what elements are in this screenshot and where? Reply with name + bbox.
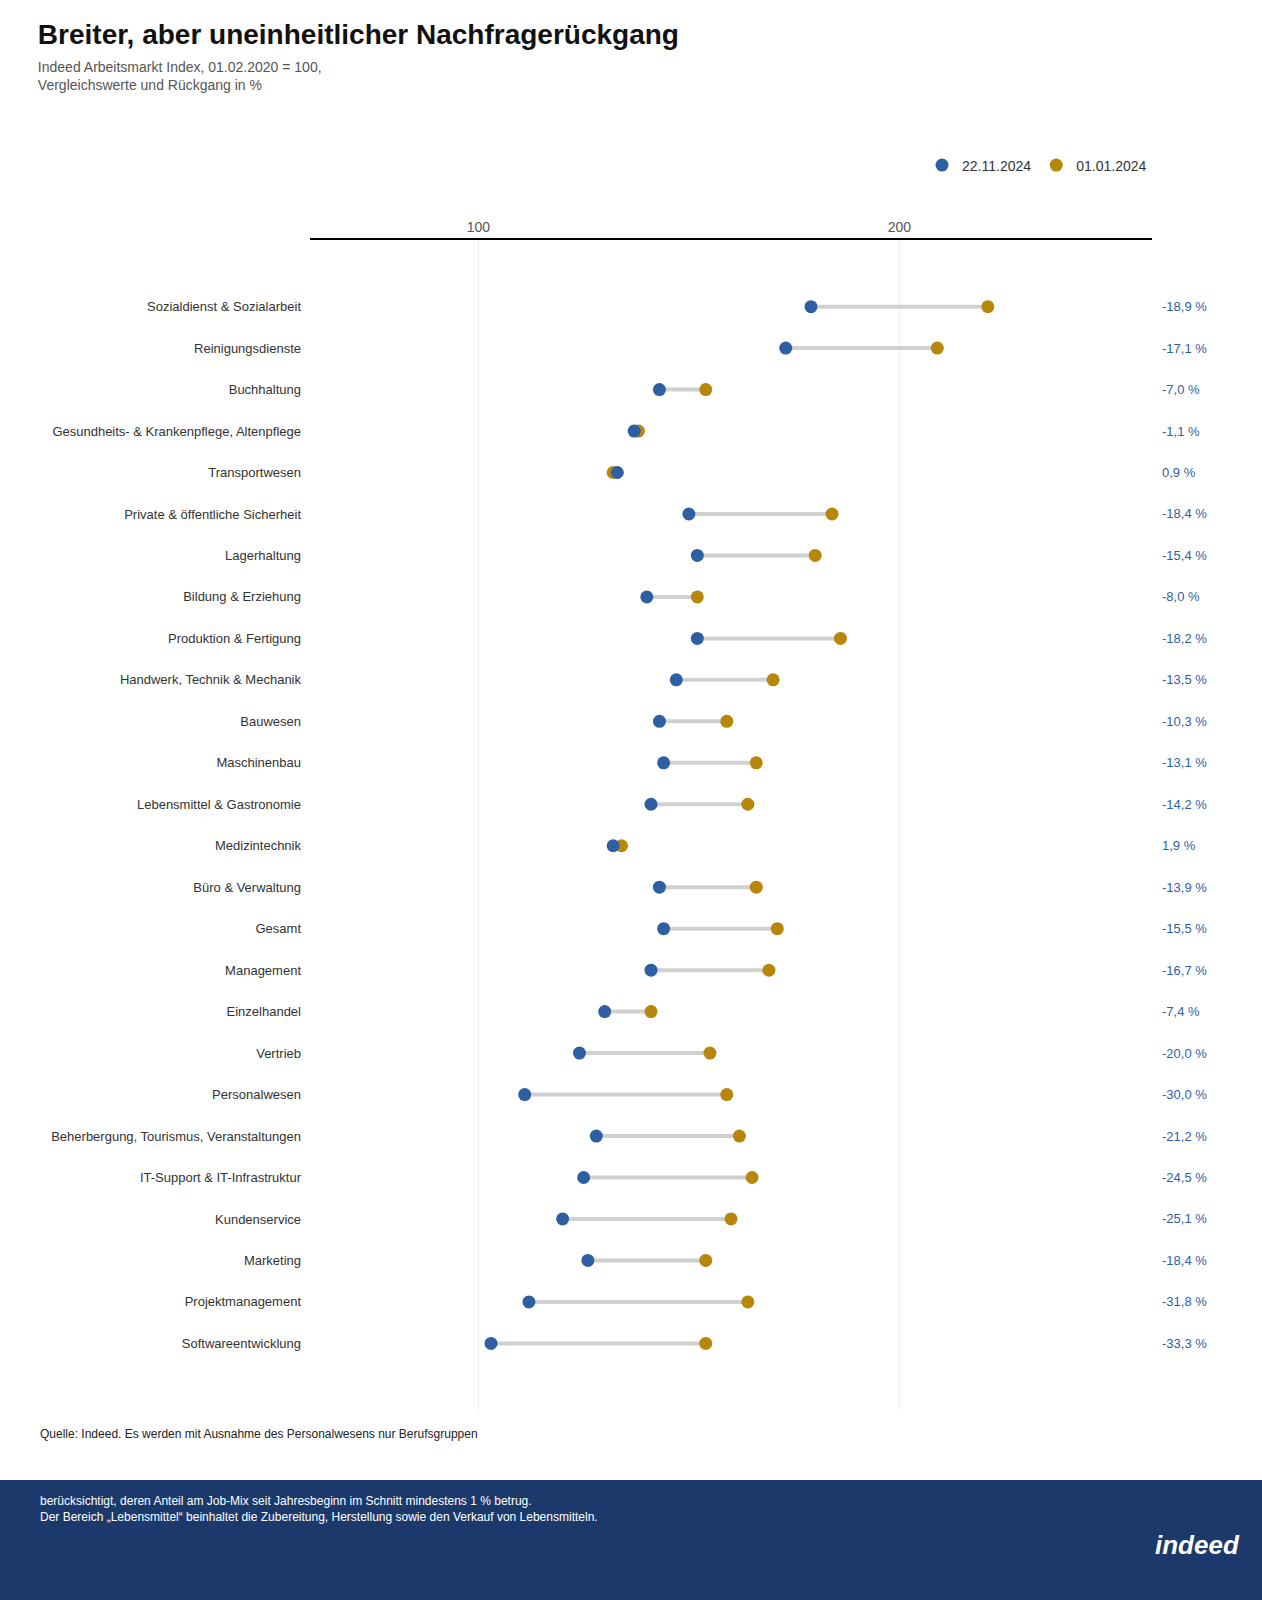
- svg-text:-1,1 %: -1,1 %: [1162, 424, 1200, 439]
- svg-text:Lagerhaltung: Lagerhaltung: [225, 548, 301, 563]
- svg-text:-18,9 %: -18,9 %: [1162, 299, 1207, 314]
- svg-text:Vertrieb: Vertrieb: [256, 1046, 301, 1061]
- svg-text:-24,5 %: -24,5 %: [1162, 1170, 1207, 1185]
- svg-text:Transportwesen: Transportwesen: [208, 465, 301, 480]
- svg-text:-21,2 %: -21,2 %: [1162, 1129, 1207, 1144]
- svg-text:Private & öffentliche Sicherhe: Private & öffentliche Sicherheit: [124, 507, 301, 522]
- svg-text:-25,1 %: -25,1 %: [1162, 1211, 1207, 1226]
- svg-text:Handwerk, Technik & Mechanik: Handwerk, Technik & Mechanik: [120, 672, 302, 687]
- svg-text:-14,2 %: -14,2 %: [1162, 797, 1207, 812]
- svg-text:-18,4 %: -18,4 %: [1162, 506, 1207, 521]
- svg-text:100: 100: [467, 219, 491, 235]
- svg-text:-13,5 %: -13,5 %: [1162, 672, 1207, 687]
- svg-text:-18,2 %: -18,2 %: [1162, 631, 1207, 646]
- svg-text:0,9 %: 0,9 %: [1162, 465, 1196, 480]
- svg-text:Medizintechnik: Medizintechnik: [215, 838, 301, 853]
- svg-text:Gesamt: Gesamt: [255, 921, 301, 936]
- svg-text:Lebensmittel & Gastronomie: Lebensmittel & Gastronomie: [137, 797, 301, 812]
- svg-text:Softwareentwicklung: Softwareentwicklung: [182, 1336, 301, 1351]
- svg-text:Indeed Arbeitsmarkt Index, 01.: Indeed Arbeitsmarkt Index, 01.02.2020 = …: [38, 59, 322, 93]
- svg-text:-7,4 %: -7,4 %: [1162, 1004, 1200, 1019]
- svg-text:berücksichtigt, deren Anteil a: berücksichtigt, deren Anteil am Job-Mix …: [40, 1494, 598, 1524]
- svg-text:-13,9 %: -13,9 %: [1162, 880, 1207, 895]
- svg-text:Buchhaltung: Buchhaltung: [229, 382, 301, 397]
- svg-text:Reinigungsdienste: Reinigungsdienste: [194, 341, 301, 356]
- svg-text:Sozialdienst & Sozialarbeit: Sozialdienst & Sozialarbeit: [147, 299, 301, 314]
- svg-text:1,9 %: 1,9 %: [1162, 838, 1196, 853]
- svg-text:Büro & Verwaltung: Büro & Verwaltung: [193, 880, 301, 895]
- svg-text:-20,0 %: -20,0 %: [1162, 1046, 1207, 1061]
- svg-text:-13,1 %: -13,1 %: [1162, 755, 1207, 770]
- svg-text:-33,3 %: -33,3 %: [1162, 1336, 1207, 1351]
- svg-text:Beherbergung, Tourismus, Veran: Beherbergung, Tourismus, Veranstaltungen: [51, 1129, 301, 1144]
- svg-text:-17,1 %: -17,1 %: [1162, 341, 1207, 356]
- svg-text:Quelle: Indeed. Es werden mit: Quelle: Indeed. Es werden mit Ausnahme d…: [40, 1427, 478, 1441]
- svg-text:Maschinenbau: Maschinenbau: [216, 755, 301, 770]
- svg-text:-10,3 %: -10,3 %: [1162, 714, 1207, 729]
- svg-text:Bildung & Erziehung: Bildung & Erziehung: [183, 589, 301, 604]
- svg-text:Personalwesen: Personalwesen: [212, 1087, 301, 1102]
- svg-text:-8,0 %: -8,0 %: [1162, 589, 1200, 604]
- svg-text:01.01.2024: 01.01.2024: [1076, 158, 1146, 174]
- svg-text:22.11.2024: 22.11.2024: [962, 158, 1031, 174]
- svg-text:-16,7 %: -16,7 %: [1162, 963, 1207, 978]
- svg-text:Einzelhandel: Einzelhandel: [227, 1004, 302, 1019]
- svg-text:Projektmanagement: Projektmanagement: [185, 1294, 302, 1309]
- svg-text:-7,0 %: -7,0 %: [1162, 382, 1200, 397]
- svg-text:-31,8 %: -31,8 %: [1162, 1294, 1207, 1309]
- svg-text:Bauwesen: Bauwesen: [240, 714, 301, 729]
- svg-text:Management: Management: [225, 963, 301, 978]
- svg-text:-15,4 %: -15,4 %: [1162, 548, 1207, 563]
- svg-text:-18,4 %: -18,4 %: [1162, 1253, 1207, 1268]
- svg-text:200: 200: [888, 219, 912, 235]
- svg-text:Kundenservice: Kundenservice: [215, 1212, 301, 1227]
- svg-text:-15,5 %: -15,5 %: [1162, 921, 1207, 936]
- svg-text:-30,0 %: -30,0 %: [1162, 1087, 1207, 1102]
- svg-text:indeed: indeed: [1155, 1530, 1240, 1560]
- svg-text:IT-Support & IT-Infrastruktur: IT-Support & IT-Infrastruktur: [140, 1170, 302, 1185]
- svg-text:Marketing: Marketing: [244, 1253, 301, 1268]
- svg-text:Breiter, aber uneinheitlicher: Breiter, aber uneinheitlicher Nachfrager…: [38, 19, 679, 50]
- svg-text:Produktion & Fertigung: Produktion & Fertigung: [168, 631, 301, 646]
- svg-text:Gesundheits- & Krankenpflege,: Gesundheits- & Krankenpflege, Altenpfleg…: [52, 424, 301, 439]
